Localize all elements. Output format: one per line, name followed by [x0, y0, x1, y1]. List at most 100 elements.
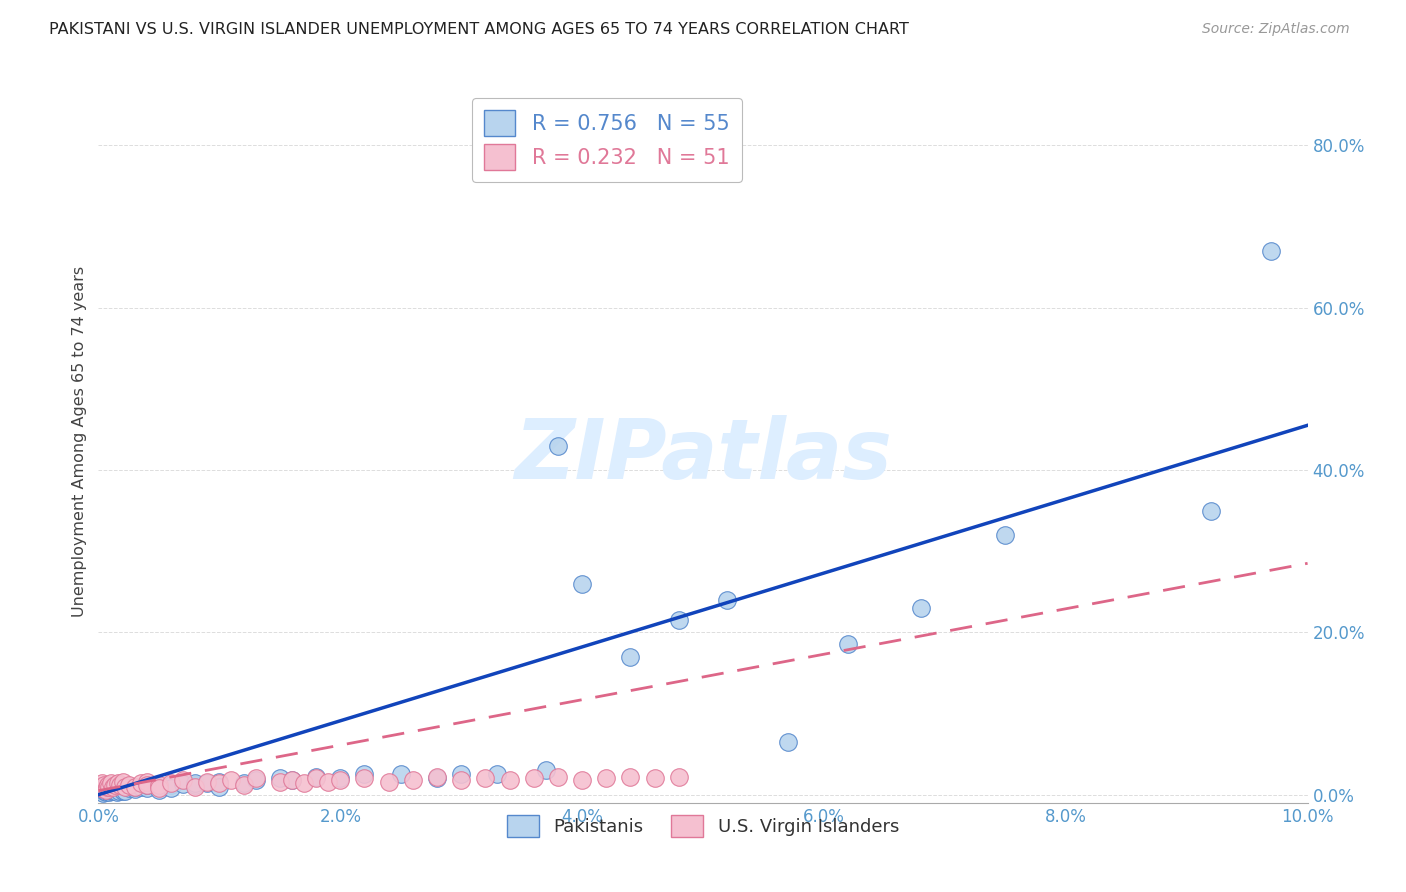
Point — [91, 786, 114, 800]
Point — [184, 780, 207, 794]
Point — [101, 780, 124, 794]
Point — [91, 781, 114, 796]
Point — [135, 778, 157, 792]
Point — [148, 782, 170, 797]
Point — [118, 781, 141, 796]
Point — [474, 772, 496, 786]
Point — [208, 774, 231, 789]
Point — [292, 775, 315, 789]
Point — [534, 764, 557, 778]
Point — [108, 778, 131, 792]
Point — [160, 776, 183, 790]
Point — [135, 778, 157, 792]
Point — [108, 783, 131, 797]
Point — [124, 780, 146, 794]
Point — [135, 781, 157, 796]
Point — [91, 785, 114, 799]
Point — [232, 775, 254, 789]
Point — [595, 772, 617, 786]
Point — [305, 772, 328, 786]
Point — [450, 767, 472, 781]
Point — [389, 767, 412, 781]
Text: Source: ZipAtlas.com: Source: ZipAtlas.com — [1202, 22, 1350, 37]
Point — [111, 782, 134, 797]
Point — [281, 773, 304, 788]
Point — [97, 778, 120, 792]
Point — [111, 774, 134, 789]
Point — [402, 773, 425, 788]
Point — [90, 783, 112, 797]
Point — [184, 778, 207, 792]
Text: PAKISTANI VS U.S. VIRGIN ISLANDER UNEMPLOYMENT AMONG AGES 65 TO 74 YEARS CORRELA: PAKISTANI VS U.S. VIRGIN ISLANDER UNEMPL… — [49, 22, 910, 37]
Point — [107, 776, 129, 790]
Point — [1260, 244, 1282, 258]
Point — [619, 649, 641, 664]
Point — [498, 773, 520, 788]
Point — [98, 780, 121, 794]
Point — [195, 774, 218, 789]
Point — [160, 781, 183, 796]
Point — [93, 784, 115, 798]
Point — [994, 528, 1017, 542]
Point — [486, 767, 509, 781]
Point — [221, 773, 243, 788]
Point — [96, 780, 118, 794]
Point — [329, 772, 352, 786]
Point — [208, 780, 231, 794]
Point — [716, 592, 738, 607]
Legend: Pakistanis, U.S. Virgin Islanders: Pakistanis, U.S. Virgin Islanders — [499, 808, 907, 845]
Point — [353, 772, 375, 786]
Point — [118, 778, 141, 792]
Point — [114, 783, 136, 797]
Point — [114, 780, 136, 794]
Point — [148, 780, 170, 794]
Point — [184, 775, 207, 789]
Point — [124, 780, 146, 794]
Point — [89, 780, 111, 794]
Point — [232, 778, 254, 792]
Point — [571, 576, 593, 591]
Point — [91, 775, 114, 789]
Point — [547, 770, 569, 784]
Point — [101, 784, 124, 798]
Point — [837, 638, 859, 652]
Text: ZIPatlas: ZIPatlas — [515, 416, 891, 497]
Point — [105, 785, 128, 799]
Point — [450, 773, 472, 788]
Point — [1199, 503, 1222, 517]
Point — [172, 773, 194, 788]
Point — [523, 772, 546, 786]
Point — [148, 778, 170, 792]
Y-axis label: Unemployment Among Ages 65 to 74 years: Unemployment Among Ages 65 to 74 years — [72, 266, 87, 617]
Point — [776, 735, 799, 749]
Point — [305, 770, 328, 784]
Point — [98, 785, 121, 799]
Point — [910, 601, 932, 615]
Point — [90, 781, 112, 796]
Point — [316, 774, 339, 789]
Point — [111, 784, 134, 798]
Point — [426, 770, 449, 784]
Point — [353, 767, 375, 781]
Point — [100, 775, 122, 789]
Point — [668, 770, 690, 784]
Point — [547, 439, 569, 453]
Point — [124, 782, 146, 797]
Point — [208, 776, 231, 790]
Point — [245, 772, 267, 786]
Point — [104, 778, 127, 792]
Point — [269, 774, 291, 789]
Point — [103, 782, 125, 797]
Point — [195, 776, 218, 790]
Point — [129, 780, 152, 794]
Point — [160, 778, 183, 792]
Point — [93, 778, 115, 792]
Point — [377, 774, 399, 789]
Point — [94, 782, 117, 797]
Point — [94, 785, 117, 799]
Point — [100, 783, 122, 797]
Point — [644, 772, 666, 786]
Point — [329, 773, 352, 788]
Point — [619, 770, 641, 784]
Point — [245, 773, 267, 788]
